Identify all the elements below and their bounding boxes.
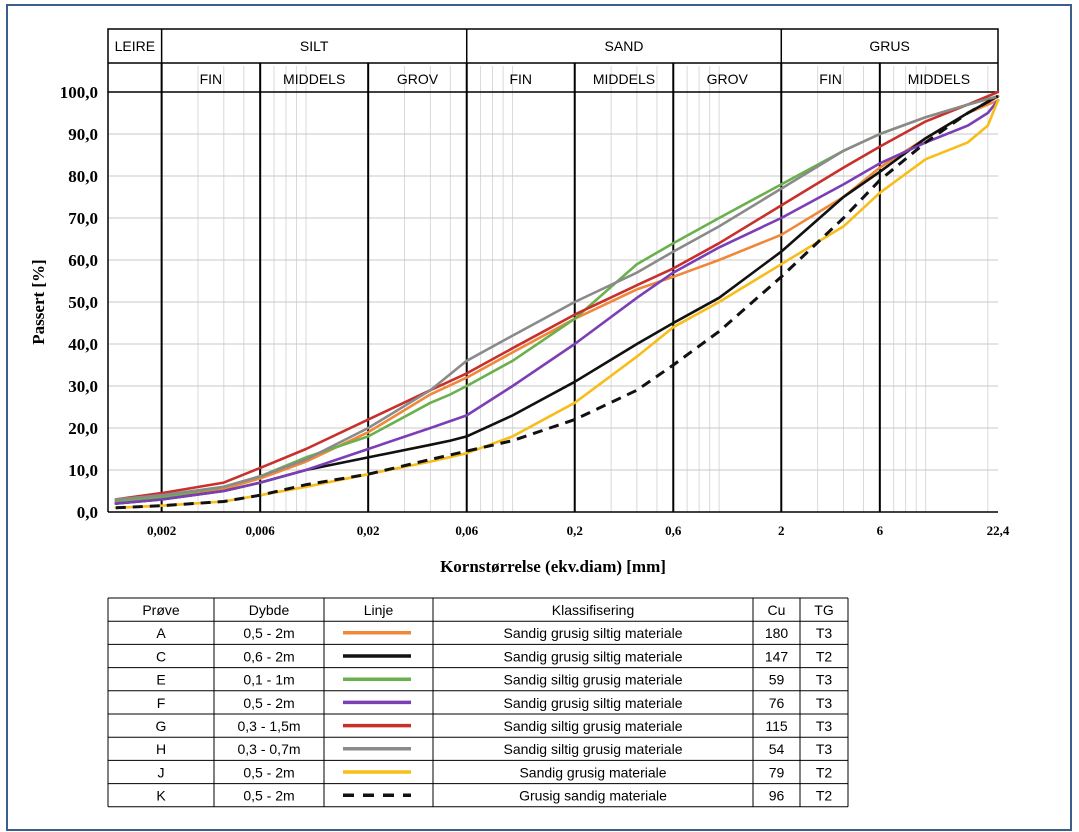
fraction-major-label: LEIRE — [115, 38, 155, 54]
fraction-major-label: GRUS — [869, 38, 909, 54]
series-line-e — [114, 94, 1000, 503]
y-tick-label: 30,0 — [68, 377, 98, 396]
y-tick-label: 100,0 — [60, 83, 98, 102]
fraction-minor-label: GROV — [397, 71, 439, 87]
fraction-minor-label: FIN — [819, 71, 842, 87]
x-tick-label: 6 — [877, 523, 884, 538]
y-tick-label: 10,0 — [68, 461, 98, 480]
fraction-minor-label: FIN — [509, 71, 532, 87]
x-tick-label: 0,006 — [246, 523, 276, 538]
fraction-major-label: SILT — [300, 38, 329, 54]
x-tick-label: 0,2 — [567, 523, 583, 538]
x-tick-label: 2 — [778, 523, 785, 538]
series-line-k — [115, 94, 999, 510]
x-tick-label: 0,06 — [455, 523, 478, 538]
x-axis-label: Kornstørrelse (ekv.diam) [mm] — [440, 557, 666, 576]
x-tick-label: 0,6 — [665, 523, 682, 538]
y-tick-label: 40,0 — [68, 335, 98, 354]
series-line-a — [114, 99, 1000, 503]
series-line-g — [114, 90, 1000, 501]
y-tick-label: 80,0 — [68, 167, 98, 186]
y-tick-label: 70,0 — [68, 209, 98, 228]
x-tick-label: 0,02 — [357, 523, 380, 538]
fraction-minor-label: MIDDELS — [908, 71, 970, 87]
y-tick-label: 90,0 — [68, 125, 98, 144]
y-tick-label: 20,0 — [68, 419, 98, 438]
fraction-minor-label: MIDDELS — [593, 71, 655, 87]
fraction-minor-label: MIDDELS — [283, 71, 345, 87]
x-tick-label: 0,002 — [147, 523, 176, 538]
fraction-minor-label: GROV — [707, 71, 749, 87]
series-line-j — [114, 99, 1000, 510]
fraction-major-label: SAND — [605, 38, 644, 54]
x-tick-label: 22,4 — [987, 523, 1010, 538]
series-line-h — [114, 94, 1000, 501]
fraction-minor-label: FIN — [200, 71, 223, 87]
y-tick-label: 60,0 — [68, 251, 98, 270]
series-line-f — [114, 99, 1000, 505]
grain-size-chart: LEIRE SILT SAND GRUS FIN MIDDELS GROV FIN MIDDEL… — [29, 28, 1010, 576]
figure-frame — [6, 4, 1072, 831]
y-axis-label: Passert [%] — [29, 259, 48, 344]
y-tick-label: 50,0 — [68, 293, 98, 312]
series-line-c — [114, 94, 1000, 505]
y-tick-label: 0,0 — [77, 503, 98, 522]
